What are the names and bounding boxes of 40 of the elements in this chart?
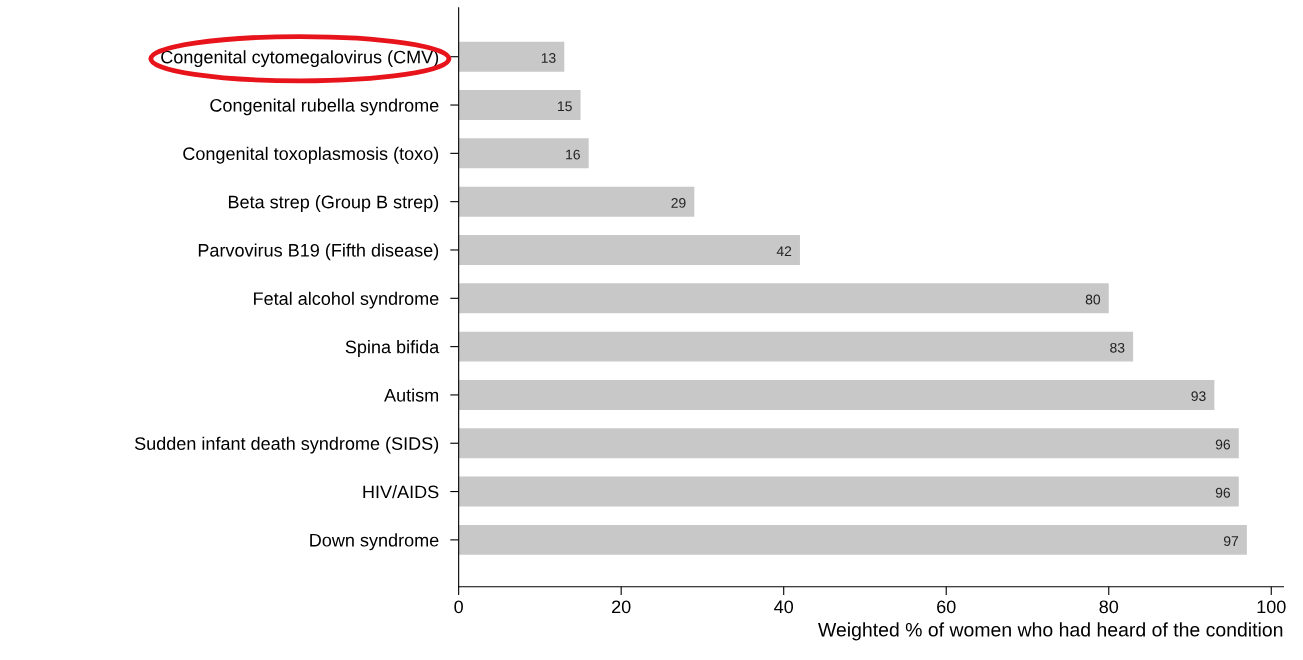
x-axis-title: Weighted % of women who had heard of the condition — [818, 622, 1283, 641]
x-tick-label: 20 — [612, 600, 631, 614]
y-tick-label: Parvovirus B19 (Fifth disease) — [198, 243, 439, 261]
bar — [458, 235, 800, 265]
y-tick-label: HIV/AIDS — [363, 485, 439, 499]
x-tick-label: 40 — [774, 600, 794, 614]
x-tick-label: 0 — [454, 600, 463, 614]
data-label: 42 — [776, 246, 792, 256]
bar — [458, 41, 565, 72]
bar — [458, 138, 589, 169]
bar — [458, 283, 1109, 314]
bar — [458, 476, 1239, 507]
bar — [458, 428, 1239, 459]
y-tick-label: Sudden infant death syndrome (SIDS) — [134, 436, 439, 454]
data-label: 13 — [541, 53, 556, 63]
data-label: 96 — [1215, 487, 1231, 498]
y-tick-label: Congenital rubella syndrome — [210, 98, 439, 116]
x-tick-label: 80 — [1099, 600, 1119, 614]
y-tick-label: Beta strep (Group B strep) — [228, 195, 439, 212]
data-label: 15 — [558, 101, 572, 112]
bar — [458, 90, 581, 121]
y-tick-label: Congenital cytomegalovirus (CMV) — [161, 50, 439, 68]
y-tick-label: Congenital toxoplasmosis (toxo) — [183, 146, 439, 164]
data-label: 29 — [671, 197, 686, 208]
data-label: 97 — [1223, 536, 1239, 547]
x-tick-label: 100 — [1257, 600, 1286, 614]
x-tick-label: 60 — [937, 600, 956, 614]
data-label: 96 — [1215, 439, 1231, 450]
y-tick-label: Fetal alcohol syndrome — [254, 291, 439, 309]
data-label: 16 — [566, 149, 580, 160]
data-label: 80 — [1085, 294, 1101, 305]
y-tick-label: Down syndrome — [310, 533, 439, 551]
bar — [458, 331, 1134, 362]
data-label: 83 — [1110, 342, 1125, 353]
bar — [458, 379, 1215, 410]
y-tick-label: Autism — [384, 388, 439, 402]
data-label: 93 — [1191, 391, 1206, 402]
y-tick-label: Spina bifida — [345, 340, 440, 357]
bar — [458, 186, 695, 217]
bar — [458, 524, 1247, 555]
